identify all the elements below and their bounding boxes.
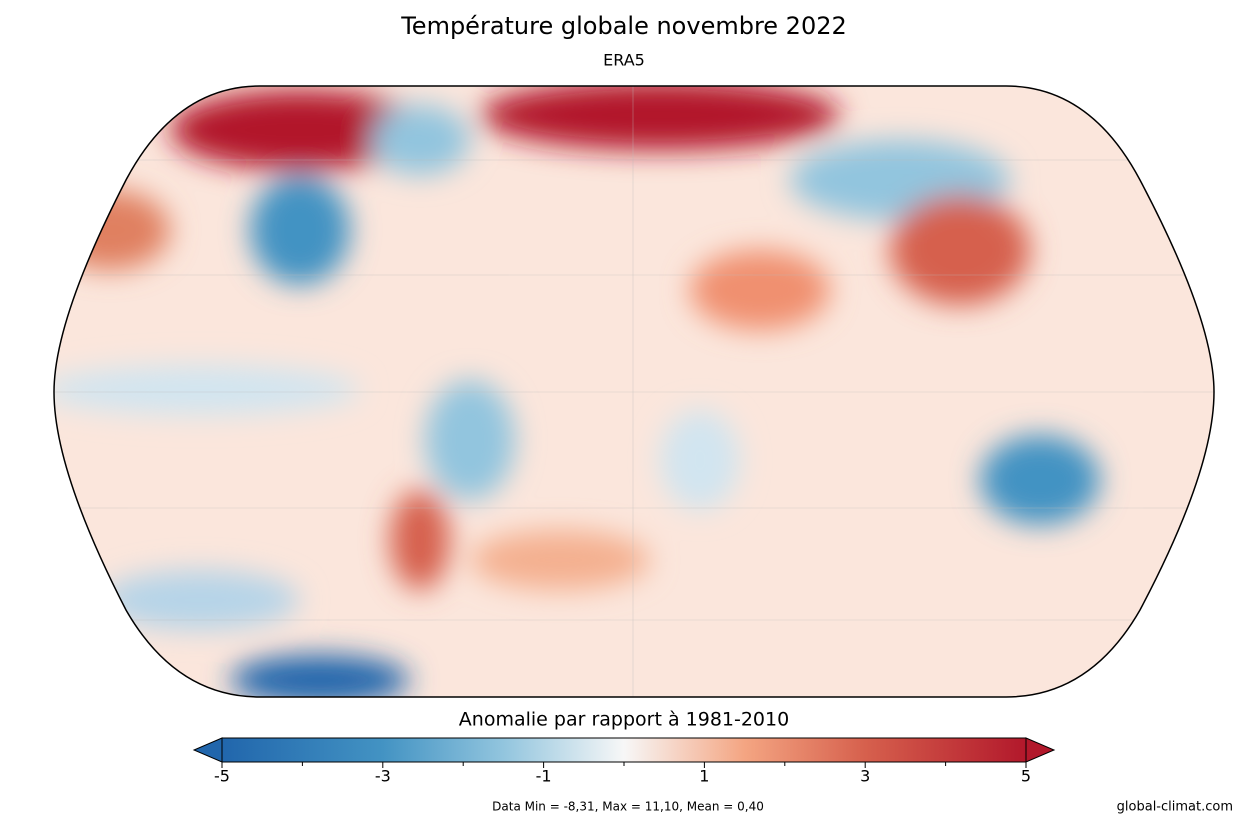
credit: global-climat.com	[1117, 800, 1233, 815]
colorbar-tick-label: -3	[375, 767, 391, 786]
colorbar-tick-label: -1	[536, 767, 552, 786]
colorbar-extend-high	[1025, 737, 1056, 763]
colorbar-tick-label: 3	[860, 767, 870, 786]
colorbar-tick-label: -5	[214, 767, 230, 786]
colorbar-extend-low	[192, 737, 223, 763]
colorbar-tick-label: 1	[699, 767, 709, 786]
colorbar	[221, 737, 1027, 763]
colorbar-tick-label: 5	[1021, 767, 1031, 786]
subtitle: ERA5	[603, 51, 645, 70]
stats: Data Min = -8,31, Max = 11,10, Mean = 0,…	[492, 800, 764, 814]
colorbar-label: Anomalie par rapport à 1981-2010	[459, 709, 789, 731]
map-outline	[53, 85, 1215, 698]
title: Température globale novembre 2022	[400, 12, 847, 40]
map	[54, 86, 1214, 697]
